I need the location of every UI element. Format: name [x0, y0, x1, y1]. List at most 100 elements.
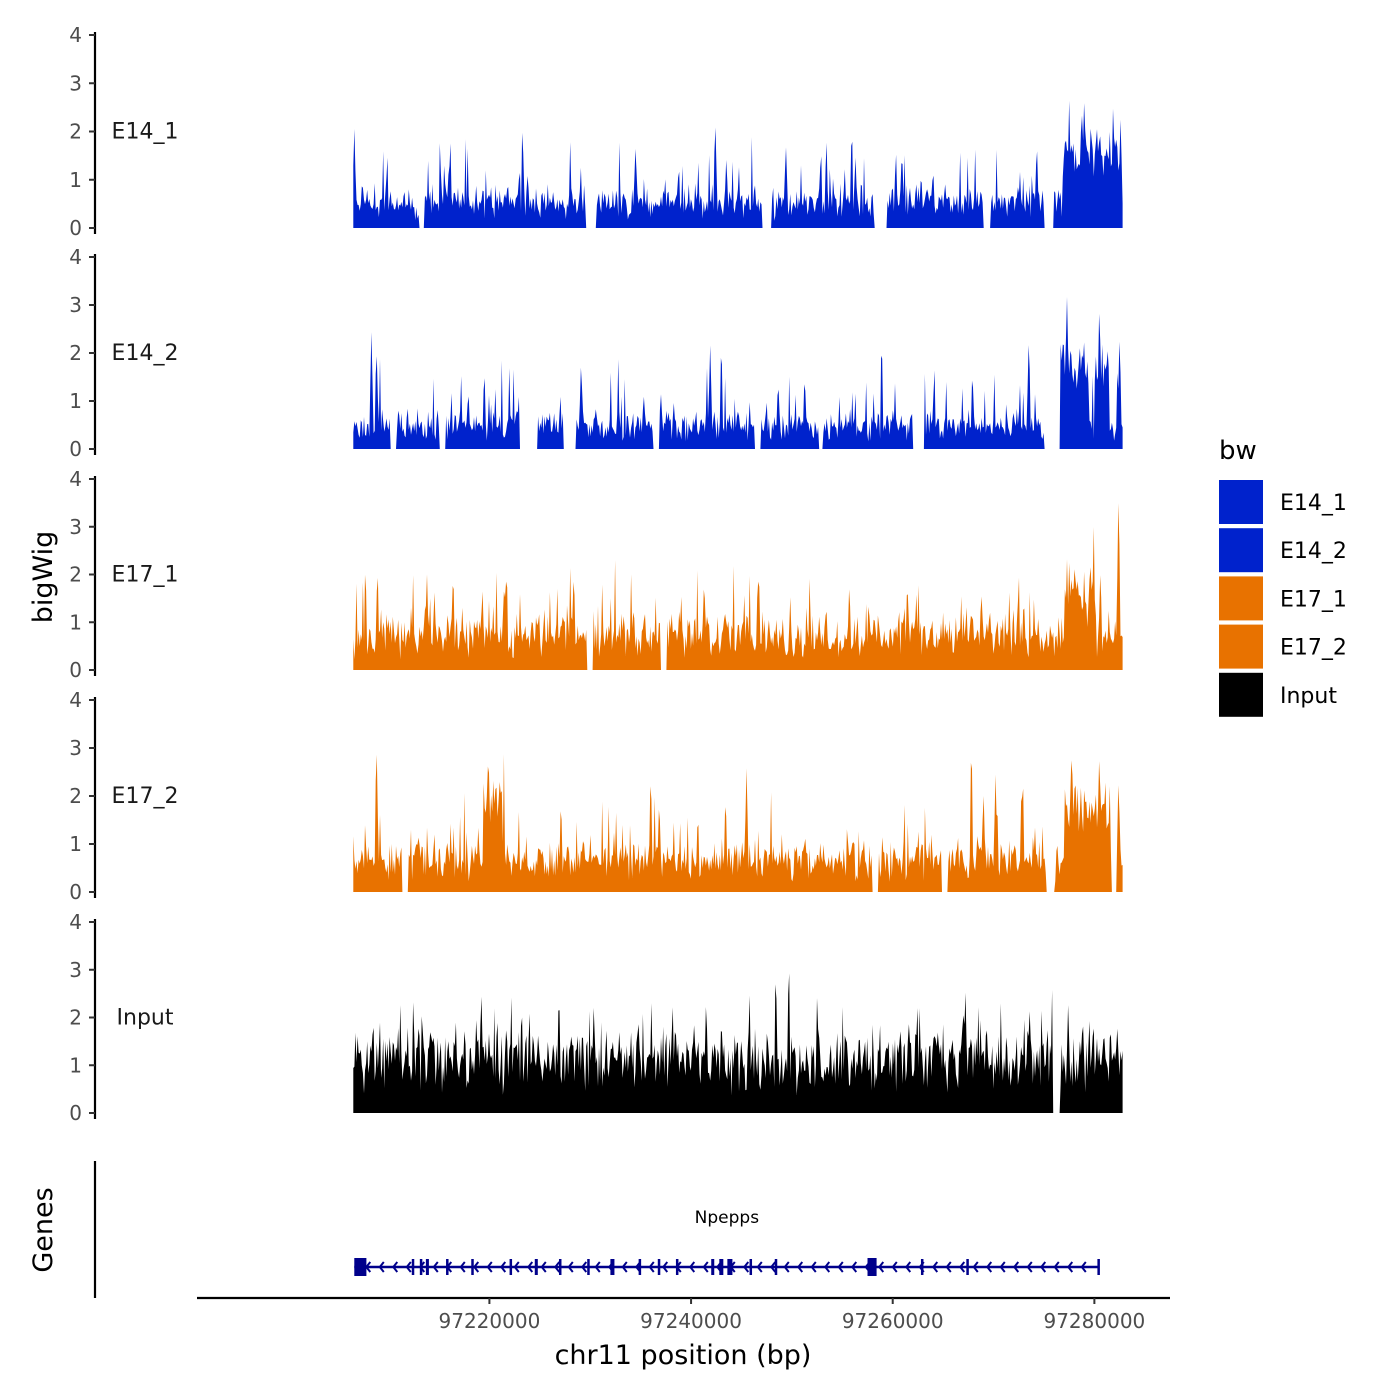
- track-label-E14_1: E14_1: [112, 120, 179, 145]
- y-tick-label-E14_1-3: 3: [69, 71, 82, 95]
- gene-exon-3: [425, 1259, 429, 1275]
- track-E14_1: 0 1 2 3 4 E14_1: [69, 23, 1123, 240]
- legend-key-Input: [1219, 672, 1263, 717]
- gene-exon-0: [354, 1258, 367, 1276]
- strand-arrow: [1053, 1261, 1060, 1273]
- gene-exon-14: [711, 1259, 715, 1275]
- y-tick-label-E17_2-4: 4: [69, 688, 82, 712]
- y-tick-label-E17_1-0: 0: [69, 658, 82, 682]
- strand-arrow: [662, 1261, 669, 1273]
- gene-exon-7: [534, 1259, 538, 1275]
- legend-key-E17_2: [1219, 624, 1263, 669]
- gene-exon-5: [471, 1259, 474, 1275]
- x-tick-label-3: 97280000: [1043, 1309, 1145, 1333]
- gene-exon-12: [657, 1259, 661, 1275]
- y-tick-label-E17_2-0: 0: [69, 880, 82, 904]
- strand-arrow: [581, 1261, 588, 1273]
- strand-arrow: [959, 1261, 966, 1273]
- x-tick-label-0: 97220000: [439, 1309, 541, 1333]
- strand-arrow: [756, 1261, 763, 1273]
- strand-arrow: [851, 1261, 858, 1273]
- strand-arrow: [986, 1261, 993, 1273]
- strand-arrow: [783, 1261, 790, 1273]
- x-axis-title: chr11 position (bp): [555, 1340, 812, 1371]
- gene-exon-2: [419, 1259, 423, 1275]
- track-label-Input: Input: [117, 1006, 174, 1031]
- gene-exon-8: [558, 1259, 562, 1275]
- gene-exon-21: [966, 1259, 969, 1275]
- y-tick-label-Input-4: 4: [69, 910, 82, 934]
- gene-exon-4: [446, 1259, 449, 1275]
- legend-key-E14_1: [1219, 480, 1263, 524]
- legend-label-E14_2: E14_2: [1280, 539, 1347, 564]
- track-panels: 0 1 2 3 4 E14_1 0 1 2 3 4 E14_2 0 1 2 3 4 E17_1 0 1 2 3 4 E17_2…: [69, 23, 1123, 1125]
- track-label-E17_1: E17_1: [112, 563, 179, 588]
- legend: bw E14_1 E14_2 E17_1 E17_2 Input: [1219, 436, 1347, 717]
- strand-arrow: [527, 1261, 534, 1273]
- strand-arrow: [459, 1261, 466, 1273]
- track-E17_1: 0 1 2 3 4 E17_1: [69, 467, 1123, 682]
- strand-arrow: [689, 1261, 696, 1273]
- strand-arrow: [1040, 1261, 1047, 1273]
- signal-area-E14_2: [353, 297, 1123, 449]
- y-tick-label-E17_1-3: 3: [69, 515, 82, 539]
- y-tick-label-E17_2-3: 3: [69, 736, 82, 760]
- strand-arrow: [1080, 1261, 1087, 1273]
- track-label-E17_2: E17_2: [112, 784, 179, 809]
- legend-label-Input: Input: [1280, 684, 1337, 709]
- strand-arrow: [378, 1261, 385, 1273]
- y-tick-label-E14_1-1: 1: [69, 168, 82, 192]
- legend-key-E14_2: [1219, 528, 1263, 573]
- strand-arrow: [594, 1261, 601, 1273]
- legend-title: bw: [1219, 436, 1257, 466]
- gene-exon-11: [638, 1259, 642, 1275]
- strand-arrow: [513, 1261, 520, 1273]
- strand-arrow: [554, 1261, 561, 1273]
- strand-arrow: [702, 1261, 709, 1273]
- y-tick-label-E14_2-4: 4: [69, 245, 82, 269]
- legend-label-E17_1: E17_1: [1280, 587, 1347, 612]
- y-tick-label-E14_2-3: 3: [69, 293, 82, 317]
- strand-arrow: [392, 1261, 399, 1273]
- legend-label-E17_2: E17_2: [1280, 636, 1347, 661]
- strand-arrow: [432, 1261, 439, 1273]
- track-label-E14_2: E14_2: [112, 341, 179, 366]
- legend-label-E14_1: E14_1: [1280, 491, 1347, 516]
- y-tick-label-Input-1: 1: [69, 1053, 82, 1077]
- y-tick-label-Input-3: 3: [69, 958, 82, 982]
- gene-exon-1: [411, 1259, 415, 1275]
- strand-arrow: [932, 1261, 939, 1273]
- x-axis: 97220000 97240000 97260000 97280000: [197, 1296, 1170, 1333]
- strand-arrow: [891, 1261, 898, 1273]
- y-tick-label-E17_1-4: 4: [69, 467, 82, 491]
- strand-arrow: [486, 1261, 493, 1273]
- signal-area-E17_1: [353, 503, 1123, 670]
- y-tick-label-E14_1-4: 4: [69, 23, 82, 47]
- strand-arrow: [473, 1261, 480, 1273]
- strand-arrow: [567, 1261, 574, 1273]
- strand-arrow: [648, 1261, 655, 1273]
- x-tick-label-2: 97260000: [842, 1309, 944, 1333]
- gene-exon-16: [727, 1259, 733, 1275]
- strand-arrow: [824, 1261, 831, 1273]
- strand-arrow: [621, 1261, 628, 1273]
- y-tick-label-E17_1-1: 1: [69, 610, 82, 634]
- signal-area-E14_1: [353, 100, 1123, 228]
- strand-arrow: [1026, 1261, 1033, 1273]
- y-tick-label-E14_1-2: 2: [69, 120, 82, 144]
- gene-name-label: Npepps: [695, 1208, 760, 1228]
- strand-arrow: [945, 1261, 952, 1273]
- y-tick-label-E17_2-2: 2: [69, 784, 82, 808]
- y-tick-label-E17_1-2: 2: [69, 563, 82, 587]
- track-Input: 0 1 2 3 4 Input: [69, 910, 1123, 1125]
- gene-exon-13: [675, 1259, 679, 1275]
- x-tick-label-1: 97240000: [640, 1309, 742, 1333]
- y-axis-title: bigWig: [28, 531, 59, 624]
- strand-arrow: [905, 1261, 912, 1273]
- y-tick-label-E14_2-0: 0: [69, 437, 82, 461]
- gene-exon-6: [509, 1259, 513, 1275]
- genes-panel: Genes Npepps: [28, 1161, 1100, 1298]
- signal-area-Input: [353, 973, 1123, 1113]
- gene-exon-22: [1097, 1259, 1100, 1275]
